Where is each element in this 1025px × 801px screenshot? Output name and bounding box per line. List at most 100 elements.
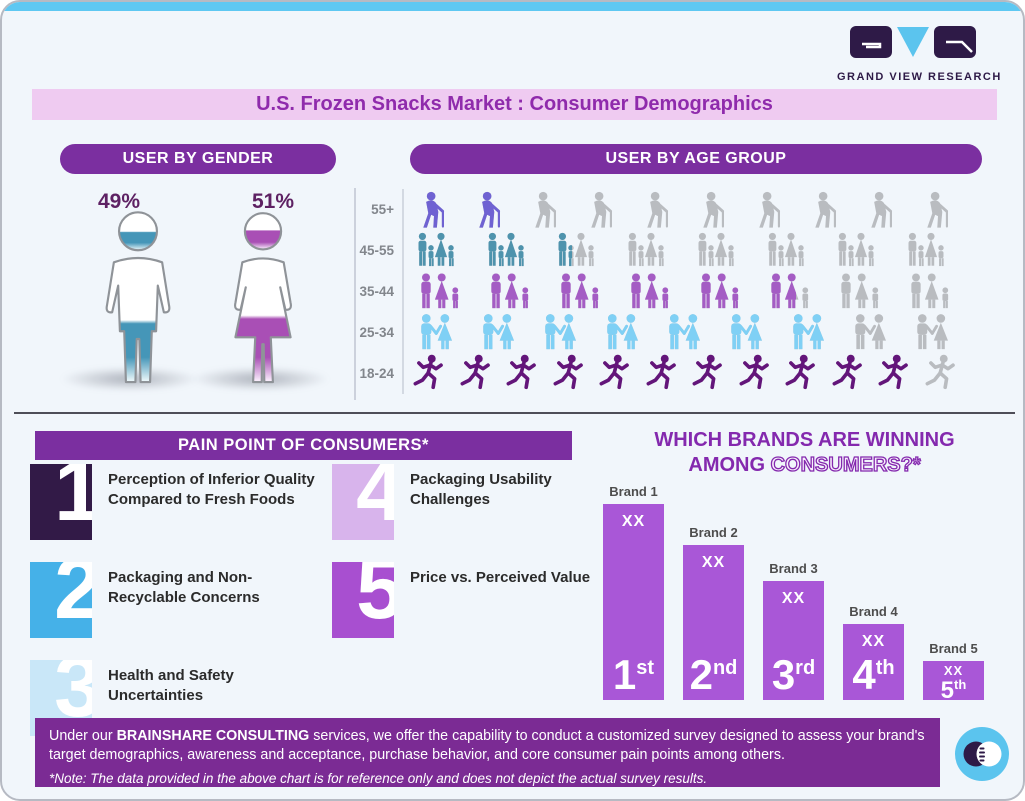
bar-rank: 1st xyxy=(612,651,655,698)
age-row-icons xyxy=(402,189,964,230)
running-person-icon xyxy=(685,353,732,393)
pain-point-1-badge: 1 xyxy=(30,464,92,540)
running-person-icon xyxy=(871,353,908,393)
pain-point-3-text: Health and Safety Uncertainties xyxy=(108,667,234,705)
bar-rank: 4th xyxy=(852,651,895,698)
family-with-children-icon xyxy=(756,230,826,270)
bar-column-5: Brand 5 XX 5th xyxy=(923,641,984,704)
top-accent-bar xyxy=(2,2,1023,11)
footer-note: *Note: The data provided in the above ch… xyxy=(49,770,708,786)
brands-bar-chart: Brand 1 XX 1st Brand 2 XX 2nd Brand 3 XX 3rd Bran… xyxy=(603,480,1007,704)
elderly-with-cane-icon xyxy=(574,189,630,229)
bar-column-4: Brand 4 XX 4th xyxy=(843,604,904,700)
couple-holding-hands-icon xyxy=(840,312,852,352)
footer-text-prefix: Under our xyxy=(49,728,117,744)
age-row-label: 55+ xyxy=(371,202,394,217)
running-person-icon xyxy=(732,353,779,393)
couple-with-child-icon xyxy=(616,271,686,311)
brands-title-line2-outline: CONSUMERS?* xyxy=(770,453,921,476)
section-divider xyxy=(14,412,1015,414)
male-percentage: 49% xyxy=(98,190,141,213)
couple-with-child-icon xyxy=(406,271,476,311)
age-row-label: 45-55 xyxy=(359,243,394,258)
brand-label: Brand 3 xyxy=(769,561,818,576)
bar-value: XX xyxy=(701,554,726,571)
female-percentage: 51% xyxy=(252,190,295,213)
brands-chart-title: WHICH BRANDS ARE WINNING AMONG CONSUMERS… xyxy=(602,428,1007,478)
brand-label: Brand 1 xyxy=(609,484,658,499)
brainshare-icon xyxy=(955,727,1009,781)
age-row-label: 18-24 xyxy=(359,366,394,381)
bar-column-3: Brand 3 XX 3rd xyxy=(763,561,824,700)
elderly-with-cane-icon xyxy=(798,189,854,229)
age-row-55+: 55+ xyxy=(354,189,984,230)
age-row-label: 35-44 xyxy=(359,284,394,299)
elderly-with-cane-icon xyxy=(630,189,686,229)
age-row-35-44: 35-44 xyxy=(354,271,984,312)
gender-age-divider xyxy=(354,188,356,400)
running-person-icon xyxy=(546,353,593,393)
pain-point-5-number: 5 xyxy=(356,562,394,632)
family-with-children-icon xyxy=(896,230,964,270)
bar-column-1: Brand 1 XX 1st xyxy=(603,484,664,700)
pain-point-2-number: 2 xyxy=(54,562,92,632)
couple-holding-hands-icon xyxy=(468,312,530,352)
couple-holding-hands-icon xyxy=(592,312,654,352)
bar-rank: 2nd xyxy=(689,651,738,698)
elderly-with-cane-icon xyxy=(854,189,910,229)
title-banner: U.S. Frozen Snacks Market : Consumer Dem… xyxy=(32,89,997,120)
elderly-with-cane-icon xyxy=(910,189,964,229)
age-row-icons xyxy=(402,312,964,353)
elderly-with-cane-icon xyxy=(406,189,462,229)
bar-rank: 5th xyxy=(940,677,967,704)
running-person-icon xyxy=(406,353,453,393)
running-person-icon xyxy=(918,353,965,393)
brands-title-line2-solid: AMONG xyxy=(688,454,766,476)
family-with-children-icon xyxy=(476,230,546,270)
family-with-children-icon xyxy=(546,230,572,270)
footer-banner: Under our BRAINSHARE CONSULTING services… xyxy=(35,718,940,787)
couple-with-child-icon xyxy=(546,271,616,311)
gvr-logo-icon xyxy=(850,26,976,58)
pain-points-column-left: 1 Perception of Inferior Quality Compare… xyxy=(30,464,330,736)
couple-with-child-icon xyxy=(476,271,546,311)
brand-bar: XX 3rd xyxy=(763,581,824,700)
age-row-icons xyxy=(402,230,964,271)
pain-point-5: 5 Price vs. Perceived Value xyxy=(332,562,594,638)
elderly-with-cane-icon xyxy=(518,189,574,229)
bar-value: XX xyxy=(861,633,886,650)
elderly-with-cane-icon xyxy=(686,189,742,229)
page-title: U.S. Frozen Snacks Market : Consumer Dem… xyxy=(256,93,773,115)
footer-text-bold: BRAINSHARE CONSULTING xyxy=(116,728,310,744)
footer-text: Under our BRAINSHARE CONSULTING services… xyxy=(49,727,926,766)
bar-value: XX xyxy=(781,590,806,607)
brand-bar: XX 2nd xyxy=(683,545,744,700)
couple-holding-hands-icon xyxy=(654,312,716,352)
couple-with-child-icon xyxy=(826,271,896,311)
age-row-18-24: 18-24 xyxy=(354,353,984,394)
couple-with-child-icon xyxy=(896,271,964,311)
age-row-45-55: 45-55 xyxy=(354,230,984,271)
pain-point-5-badge: 5 xyxy=(332,562,394,638)
couple-holding-hands-icon xyxy=(778,312,840,352)
couple-with-child-icon xyxy=(756,271,796,311)
pain-point-2-text: Packaging and Non-Recyclable Concerns xyxy=(108,569,260,607)
brand-bar: XX 1st xyxy=(603,504,664,700)
elderly-with-cane-icon xyxy=(742,189,798,229)
pain-point-4: 4 Packaging Usability Challenges xyxy=(332,464,594,540)
grand-view-research-logo: GRAND VIEW RESEARCH xyxy=(837,26,1000,83)
pain-point-2: 2 Packaging and Non-Recyclable Concerns xyxy=(30,562,330,638)
bar-rank: 3rd xyxy=(771,651,816,698)
age-row-label: 25-34 xyxy=(359,325,394,340)
running-person-icon xyxy=(592,353,639,393)
couple-with-child-icon xyxy=(686,271,756,311)
brand-label: Brand 5 xyxy=(929,641,978,656)
pain-point-5-text: Price vs. Perceived Value xyxy=(410,569,591,586)
running-person-icon xyxy=(825,353,872,393)
brand-label: Brand 2 xyxy=(689,525,738,540)
pain-point-4-badge: 4 xyxy=(332,464,394,540)
running-person-icon xyxy=(499,353,546,393)
pain-point-4-number: 4 xyxy=(356,464,394,534)
age-row-icons xyxy=(402,271,964,312)
